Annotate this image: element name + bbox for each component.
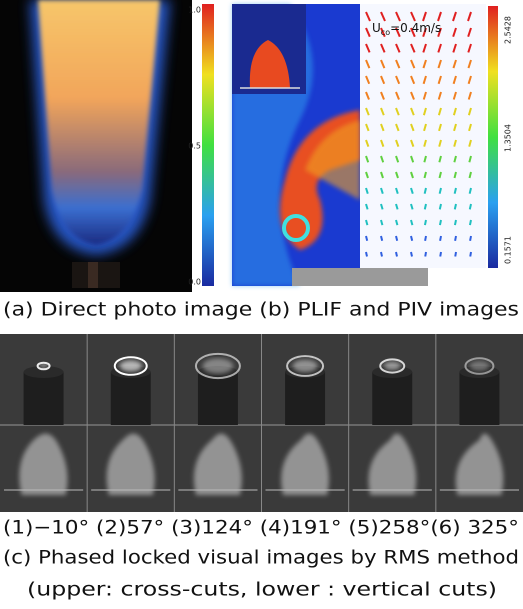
vector bbox=[455, 236, 456, 241]
vector bbox=[440, 204, 441, 209]
vector bbox=[366, 236, 367, 241]
vector bbox=[470, 252, 471, 257]
vector bbox=[470, 220, 471, 225]
vector bbox=[440, 220, 441, 225]
vector bbox=[366, 252, 367, 257]
vector bbox=[425, 252, 426, 257]
burner bbox=[111, 372, 151, 425]
cross-cut-core bbox=[384, 362, 401, 370]
vector bbox=[440, 252, 441, 257]
vector bbox=[396, 236, 397, 241]
vector bbox=[455, 188, 456, 194]
vector bbox=[470, 204, 471, 209]
vector bbox=[440, 236, 441, 241]
cross-cut-core bbox=[39, 364, 47, 368]
vector bbox=[396, 220, 397, 225]
vector bbox=[455, 204, 456, 209]
vector bbox=[366, 220, 367, 225]
vector bbox=[470, 188, 471, 194]
caption: (c) Phased locked visual images by RMS m… bbox=[3, 547, 519, 569]
cross-cut-core bbox=[203, 358, 234, 373]
colorbar-tick: 2.5428 bbox=[504, 16, 513, 44]
burner bbox=[198, 372, 238, 425]
colorbar-tick: 0.5 bbox=[188, 142, 201, 151]
cross-cut-core bbox=[120, 360, 142, 371]
vector bbox=[381, 252, 382, 257]
vector bbox=[381, 220, 382, 225]
flame-photo bbox=[0, 0, 192, 292]
figure: 1.0 0.5 0.0 Uco=0.4m/s 2.5428 1.3504 0.1… bbox=[0, 0, 523, 609]
phase-images bbox=[0, 334, 523, 512]
vector bbox=[425, 204, 426, 209]
burner bbox=[372, 372, 412, 425]
vector bbox=[411, 220, 412, 225]
colorbar-tick: 1.0 bbox=[188, 6, 201, 15]
colorbar-tick: 0.0 bbox=[188, 278, 201, 287]
cross-cut-core bbox=[470, 361, 490, 371]
vector bbox=[425, 188, 426, 194]
cross-cut-core bbox=[292, 360, 317, 373]
vector bbox=[411, 252, 412, 257]
burner bbox=[459, 372, 499, 425]
vector bbox=[425, 220, 426, 225]
burner bbox=[24, 372, 64, 425]
vector bbox=[411, 236, 412, 241]
vector bbox=[455, 220, 456, 225]
colorbar-tick: 0.1571 bbox=[504, 236, 513, 264]
vector bbox=[425, 236, 426, 241]
vector bbox=[455, 252, 456, 257]
vector bbox=[440, 188, 441, 194]
colorbar-tick: 1.3504 bbox=[504, 124, 513, 152]
caption: (upper: cross-cuts, lower : vertical cut… bbox=[27, 579, 497, 601]
caption: (1)−10° (2)57° (3)124° (4)191° (5)258°(6… bbox=[3, 517, 519, 539]
vector bbox=[396, 252, 397, 257]
caption: (a) Direct photo image (b) PLIF and PIV … bbox=[3, 299, 519, 321]
vector bbox=[381, 236, 382, 241]
plif-piv-image: 1.0 0.5 0.0 Uco=0.4m/s 2.5428 1.3504 0.1… bbox=[188, 4, 512, 287]
burner bbox=[285, 372, 325, 425]
vector bbox=[470, 236, 471, 241]
